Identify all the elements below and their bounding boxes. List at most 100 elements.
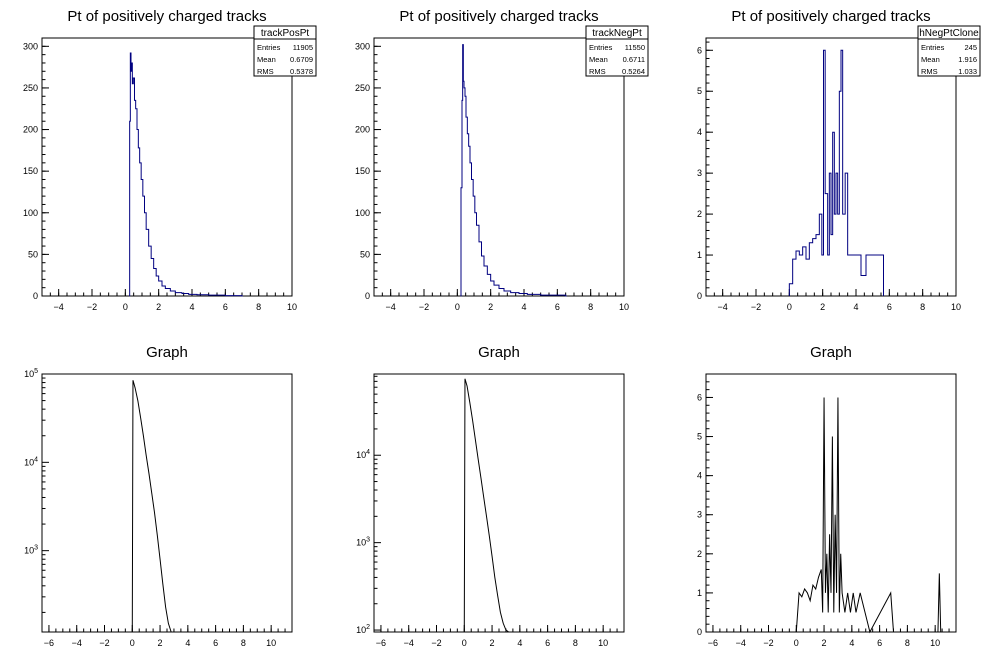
x-tick-label: −6 [376,638,386,648]
x-tick-label: 6 [877,638,882,648]
x-tick-label: 0 [462,638,467,648]
stats-label: RMS [921,67,938,76]
x-tick-label: 0 [787,302,792,312]
x-tick-label: −2 [99,638,109,648]
graph-series [463,378,510,633]
plot-frame [705,373,957,633]
x-tick-label: −6 [708,638,718,648]
chart-title: Pt of positively charged tracks [67,8,266,25]
x-tick-label: 4 [517,638,522,648]
x-tick-label: −4 [386,302,396,312]
y-tick-label: 103 [356,537,370,548]
x-tick-label: 10 [619,302,629,312]
y-tick-label: 50 [360,249,370,259]
y-tick-label: 104 [356,449,370,460]
stats-label: Entries [257,43,281,52]
x-tick-label: −4 [718,302,728,312]
y-tick-label: 150 [355,166,370,176]
x-tick-label: −2 [763,638,773,648]
x-tick-label: 10 [287,302,297,312]
chart-title: Graph [810,344,852,361]
plot-frame [373,37,625,297]
y-tick-label: 300 [23,41,38,51]
y-tick-label: 4 [697,471,702,481]
graph-series [795,397,942,634]
x-tick-label: −2 [419,302,429,312]
y-tick-label: 300 [355,41,370,51]
x-tick-label: 6 [545,638,550,648]
x-tick-label: 8 [573,638,578,648]
y-tick-label: 6 [697,392,702,402]
y-tick-label: 1 [697,250,702,260]
y-tick-label: 1 [697,588,702,598]
chart-title: Pt of positively charged tracks [399,8,598,25]
y-tick-label: 4 [697,127,702,137]
x-tick-label: 4 [853,302,858,312]
stats-label: RMS [589,67,606,76]
y-tick-label: 2 [697,209,702,219]
x-tick-label: 0 [130,638,135,648]
x-tick-label: 2 [156,302,161,312]
y-tick-label: 200 [355,125,370,135]
y-tick-label: 0 [33,291,38,301]
y-tick-label: 50 [28,249,38,259]
x-tick-label: 8 [256,302,261,312]
x-tick-label: −4 [54,302,64,312]
chart-panel-1: Pt of positively charged tracks −4 −2 0 2 4 6 8… [23,8,317,312]
x-tick-label: 4 [521,302,526,312]
x-tick-label: 0 [455,302,460,312]
histogram-series [460,44,567,297]
histogram-series [788,49,884,296]
chart-title: Graph [146,344,188,361]
x-tick-label: 6 [213,638,218,648]
x-tick-label: 2 [490,638,495,648]
y-tick-label: 2 [697,549,702,559]
y-tick-label: 150 [23,166,38,176]
stats-label: Mean [921,55,940,64]
x-tick-label: 10 [598,638,608,648]
stats-name: trackNegPt [592,28,642,39]
y-tick-label: 102 [356,624,370,635]
stats-label: Mean [589,55,608,64]
stats-label: Mean [257,55,276,64]
y-tick-label: 250 [355,83,370,93]
chart-title: Pt of positively charged tracks [731,8,930,25]
plot-frame [41,37,293,297]
y-tick-label: 105 [24,368,38,379]
x-tick-label: 4 [185,638,190,648]
plot-frame [41,373,293,633]
x-tick-label: −2 [751,302,761,312]
chart-panel-3: Pt of positively charged tracks −4 −2 0 2 4 6 8… [697,8,981,312]
y-tick-label: 100 [23,208,38,218]
stats-value: 0.5378 [290,67,313,76]
x-tick-label: 6 [555,302,560,312]
x-tick-label: 0 [794,638,799,648]
stats-box [917,25,981,77]
plot-frame [705,37,957,297]
y-tick-label: 200 [23,125,38,135]
graph-series [131,380,172,633]
x-tick-label: 8 [588,302,593,312]
chart-panel-6: Graph −6 −4 −2 0 2 4 6 8 10 0 1 2 3 4 5 6 [697,344,957,648]
chart-panel-5: Graph −6 −4 −2 0 2 4 6 8 10 102 103 104 [356,344,625,648]
x-tick-label: 10 [266,638,276,648]
y-tick-label: 6 [697,45,702,55]
x-tick-label: 6 [223,302,228,312]
y-tick-label: 0 [365,291,370,301]
x-tick-label: 2 [820,302,825,312]
y-tick-label: 250 [23,83,38,93]
x-tick-label: −4 [404,638,414,648]
stats-value: 0.6709 [290,55,313,64]
y-tick-label: 100 [355,208,370,218]
y-tick-label: 0 [697,291,702,301]
stats-box [253,25,317,77]
stats-value: 245 [964,43,977,52]
x-tick-label: 2 [158,638,163,648]
stats-value: 0.5264 [622,67,645,76]
x-tick-label: 2 [822,638,827,648]
x-tick-label: −4 [72,638,82,648]
x-tick-label: 8 [920,302,925,312]
x-tick-label: −2 [87,302,97,312]
stats-label: Entries [921,43,945,52]
